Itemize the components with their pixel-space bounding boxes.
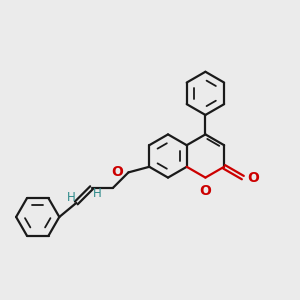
Text: O: O (200, 184, 211, 198)
Text: O: O (247, 171, 259, 184)
Text: H: H (66, 191, 75, 204)
Text: O: O (111, 165, 123, 179)
Text: H: H (93, 187, 101, 200)
